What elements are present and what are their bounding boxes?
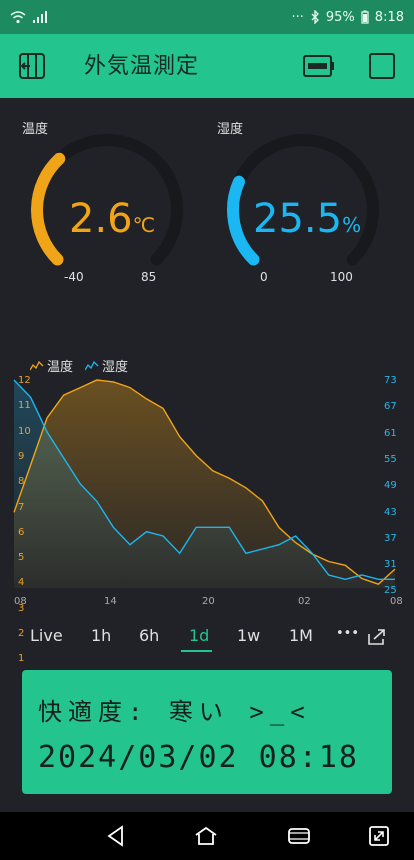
recent-apps-nav-icon[interactable] [287,824,311,848]
y-right-tick: 49 [384,480,397,492]
temperature-number: 2.6 [69,196,133,242]
humidity-series-icon [85,360,99,370]
temperature-min: -40 [64,270,84,284]
export-icon[interactable] [367,628,387,646]
y-right-tick: 25 [384,585,397,597]
y-left-tick: 10 [18,425,31,437]
y-left-tick: 2 [18,628,25,639]
expand-nav-icon[interactable] [367,824,391,848]
humidity-gauge [218,132,388,292]
lcd-line-1: 快適度: 寒い >_< [38,698,311,726]
temperature-gauge-label: 温度 [22,122,49,137]
time-range-tabs: Live 1h 6h 1d 1w 1M [0,622,414,652]
humidity-number: 25.5 [253,196,343,242]
lcd-line-2: 2024/03/02 08:18 [38,740,359,775]
history-chart[interactable] [0,372,414,602]
exit-device-icon[interactable] [18,52,46,80]
y-left-tick: 3 [18,602,25,614]
y-right-tick: 61 [384,427,397,439]
x-tick: 14 [104,596,117,607]
humidity-area [14,380,395,588]
y-left-tick: 9 [18,450,25,462]
x-tick: 02 [298,596,311,607]
y-left-tick: 1 [18,653,25,665]
status-bar: ··· 95% 8:18 [0,0,414,34]
tab-live[interactable]: Live [30,626,63,645]
battery-icon [361,10,369,24]
system-nav-bar [0,812,414,860]
x-tick: 20 [202,596,215,607]
app-title: 外気温測定 [84,54,200,79]
more-options-button[interactable]: ••• [336,626,360,641]
humidity-max: 100 [330,270,353,284]
y-left-tick: 4 [18,577,25,589]
humidity-min: 0 [260,270,268,284]
tab-6h[interactable]: 6h [139,626,160,645]
y-left-tick: 8 [18,476,25,488]
app-bar: 外気温測定 [0,34,414,98]
battery-percent: 95% [325,9,355,25]
back-nav-icon[interactable] [104,824,128,848]
active-tab-indicator [181,650,212,652]
legend-temperature-label: 温度 [47,360,74,375]
lcd-display: 快適度: 寒い >_< 2024/03/02 08:18 [22,670,392,794]
y-left-tick: 11 [18,400,31,412]
temperature-series-icon [30,360,44,370]
x-tick: 08 [390,596,403,607]
temperature-gauge [22,132,192,292]
tab-1d[interactable]: 1d [189,626,210,645]
tab-1w[interactable]: 1w [237,626,261,645]
temperature-max: 85 [141,270,157,284]
signal-icon [33,11,47,23]
temperature-value: 2.6℃ [69,196,155,242]
device-status-icon[interactable] [303,55,335,77]
legend-humidity[interactable]: 湿度 [85,356,128,375]
settings-square-icon[interactable] [369,53,395,79]
humidity-gauge-arc [227,134,379,266]
temperature-gauge-arc [31,134,183,266]
status-time: 8:18 [374,9,404,25]
y-right-tick: 43 [384,506,397,518]
y-left-tick: 5 [18,552,25,564]
humidity-gauge-label: 湿度 [217,122,244,137]
wifi-icon [10,11,26,24]
bluetooth-icon [311,10,319,24]
home-nav-icon[interactable] [194,824,218,848]
y-left-tick: 12 [18,375,31,386]
tab-1h[interactable]: 1h [91,626,112,645]
y-right-tick: 73 [384,375,397,386]
temperature-unit: ℃ [132,213,156,237]
chart-legend: 温度 湿度 [30,356,128,375]
humidity-line [13,379,395,581]
humidity-unit: % [342,213,362,237]
legend-temperature[interactable]: 温度 [30,356,73,375]
tab-1m[interactable]: 1M [289,626,313,645]
x-tick: 08 [14,596,27,607]
y-right-tick: 37 [384,532,397,544]
humidity-value: 25.5% [253,196,361,242]
temperature-line [13,379,396,585]
status-dots: ··· [291,9,304,25]
y-right-tick: 55 [384,453,397,465]
y-left-tick: 6 [18,526,25,538]
y-right-tick: 31 [384,559,397,571]
legend-humidity-label: 湿度 [102,360,129,375]
y-left-tick: 7 [18,501,25,513]
y-right-tick: 67 [384,401,397,413]
